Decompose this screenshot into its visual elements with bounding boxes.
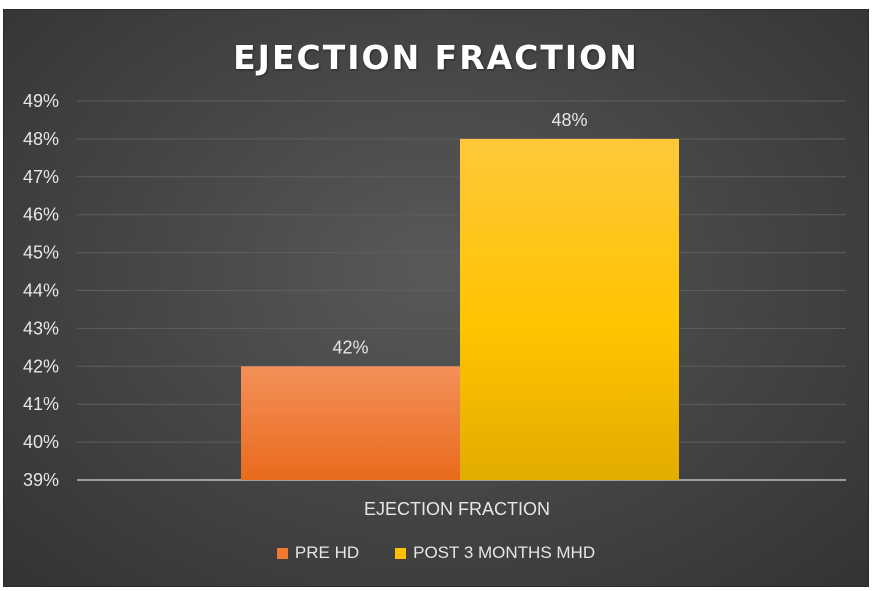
data-label-pre-hd: 42% bbox=[332, 337, 368, 357]
legend-swatch-pre-hd bbox=[276, 547, 288, 559]
y-tick-label: 41% bbox=[23, 394, 59, 414]
plot-area: 39% 40% 41% 42% 43% 44% 45% 46% 47% 48% 49% 42% 48%… bbox=[23, 91, 846, 519]
legend-item-pre-hd: PRE HD bbox=[276, 543, 360, 563]
chart-title: EJECTION FRACTION bbox=[233, 38, 639, 77]
data-label-post-mhd: 48% bbox=[551, 110, 587, 130]
y-tick-label: 42% bbox=[23, 356, 59, 376]
y-tick-label: 40% bbox=[23, 432, 59, 452]
y-tick-label: 47% bbox=[23, 167, 59, 187]
y-tick-label: 44% bbox=[23, 281, 59, 301]
y-tick-label: 49% bbox=[23, 91, 59, 111]
y-tick-label: 39% bbox=[23, 470, 59, 490]
y-tick-label: 48% bbox=[23, 129, 59, 149]
chart-area: EJECTION FRACTION 39% 40% 41% 42% 43% 44% 45% 4… bbox=[4, 10, 868, 586]
bar-pre-hd bbox=[241, 366, 460, 480]
legend: PRE HD POST 3 MONTHS MHD bbox=[4, 543, 868, 563]
x-category-label: EJECTION FRACTION bbox=[364, 499, 550, 519]
legend-label-pre-hd: PRE HD bbox=[294, 543, 360, 562]
legend-swatch-post-mhd bbox=[395, 547, 407, 559]
bar-post-mhd bbox=[460, 138, 679, 480]
legend-label-post-mhd: POST 3 MONTHS MHD bbox=[413, 543, 596, 562]
y-tick-label: 43% bbox=[23, 318, 59, 338]
legend-item-post-mhd: POST 3 MONTHS MHD bbox=[395, 543, 595, 563]
y-tick-label: 45% bbox=[23, 243, 59, 263]
y-tick-label: 46% bbox=[23, 205, 59, 225]
